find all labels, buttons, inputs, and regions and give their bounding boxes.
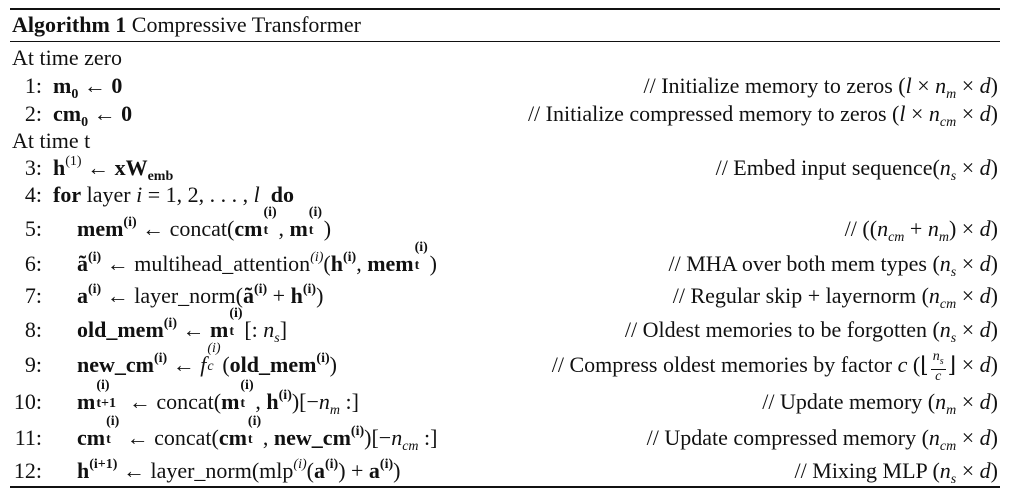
algorithm-step: 1: m0 ← 0 // Initialize memory to zeros … [0, 69, 1010, 103]
algorithm-step: 5: mem(i) ← concat(cm (i) t, m (i) t) // ((n… [0, 205, 1010, 246]
step-code: m (i) t+1 ← concat(m (i) t, h(i))[−nm :] [77, 378, 359, 418]
step-number: 12: [13, 458, 42, 483]
algorithm-caption: Algorithm 1 Compressive Transformer [12, 11, 361, 39]
step-comment: // Initialize compressed memory to zeros… [527, 101, 998, 130]
algorithm-step: 6: ã(i) ← multihead_attention(i)(h(i), m… [0, 240, 1010, 281]
step-number: 3: [24, 155, 42, 180]
step-code: m0 ← 0 [53, 73, 123, 102]
step-number: 1: [24, 73, 42, 98]
step-comment: // Embed input sequence(ns × d) [715, 155, 998, 184]
step-comment: // Regular skip + layernorm (ncm × d) [672, 283, 998, 312]
step-number: 8: [24, 317, 42, 342]
step-comment: // MHA over both mem types (ns × d) [668, 251, 998, 280]
bottom-rule [10, 486, 1000, 488]
step-comment: // ((ncm + nm) × d) [844, 216, 998, 245]
section-time-zero: At time zero [12, 45, 122, 70]
step-comment: // Mixing MLP (ns × d) [794, 458, 998, 487]
algorithm-step: 7: a(i) ← layer_norm(ã(i) + h(i)) // Reg… [0, 279, 1010, 313]
step-code: cm (i) t ← concat(cm (i) t, new_cm(i))[−ncm … [77, 414, 438, 454]
step-comment: // Update compressed memory (ncm × d) [646, 425, 998, 454]
step-comment: // Compress oldest memories by factor c … [551, 349, 998, 384]
step-comment: // Update memory (nm × d) [762, 389, 998, 418]
step-code: h(1) ← xWemb [53, 154, 174, 184]
algorithm-step: 2: cm0 ← 0 // Initialize compressed memo… [0, 97, 1010, 131]
section-time-t: At time t [12, 128, 91, 153]
step-code: old_mem(i) ← m (i) t [: ns] [77, 306, 288, 346]
step-code: ã(i) ← multihead_attention(i)(h(i), mem(… [77, 240, 437, 277]
step-code: mem(i) ← concat(cm (i) t, m (i) t) [77, 205, 332, 242]
top-rule [10, 8, 1000, 10]
algorithm-step: 3: h(1) ← xWemb // Embed input sequence(… [0, 151, 1010, 185]
step-number: 4: [24, 182, 42, 207]
step-code: h(i+1) ← layer_norm(mlp(i)(a(i)) + a(i)) [77, 457, 401, 484]
step-code: new_cm(i) ← f (i) c (old_mem(i)) [77, 341, 337, 378]
step-code: for layer i = 1, 2, . . . , l do [53, 182, 294, 207]
algorithm-step: 11: cm (i) t ← concat(cm (i) t, new_cm(i))[−… [0, 414, 1010, 455]
algorithm-step: 10: m (i) t+1 ← concat(m (i) t, h(i))[−nm :]… [0, 378, 1010, 419]
algorithm-step: 4: for layer i = 1, 2, . . . , l do [0, 178, 1010, 212]
step-number: 10: [13, 389, 42, 414]
step-number: 9: [24, 352, 42, 377]
algorithm-step: 9: new_cm(i) ← f (i) c (old_mem(i)) // Comp… [0, 341, 1010, 384]
step-number: 7: [24, 283, 42, 308]
step-code: cm0 ← 0 [53, 101, 133, 130]
algorithm-step: 8: old_mem(i) ← m (i) t [: ns] // Oldest me… [0, 306, 1010, 347]
step-comment: // Initialize memory to zeros (l × nm × … [643, 73, 999, 102]
step-number: 6: [24, 251, 42, 276]
step-number: 2: [24, 101, 42, 126]
step-number: 5: [24, 216, 42, 241]
step-code: a(i) ← layer_norm(ã(i) + h(i)) [77, 282, 324, 309]
algorithm-title: Compressive Transformer [131, 12, 361, 37]
step-number: 11: [14, 425, 42, 450]
algorithm-label: Algorithm 1 [12, 12, 127, 37]
step-comment: // Oldest memories to be forgotten (ns ×… [624, 317, 998, 346]
caption-rule [10, 41, 1000, 42]
algorithm-step: 12: h(i+1) ← layer_norm(mlp(i)(a(i)) + a… [0, 454, 1010, 488]
